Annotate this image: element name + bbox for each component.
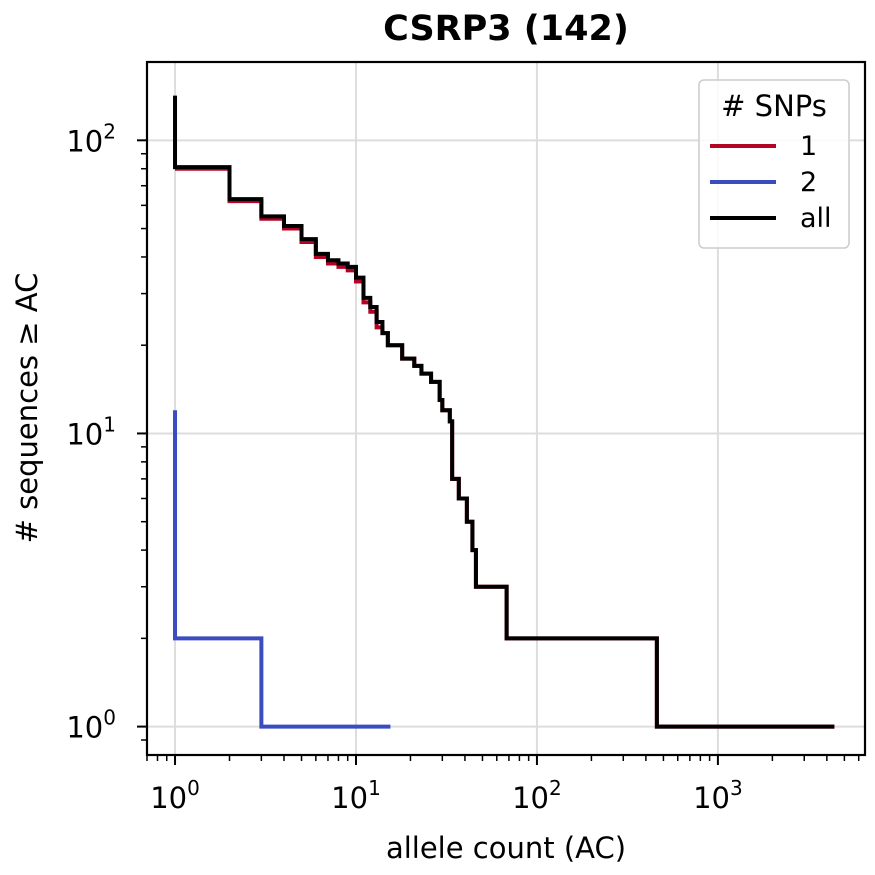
x-tick-label: 100 [150, 776, 200, 815]
legend-label-1: 1 [800, 131, 817, 162]
x-tick-label: 101 [331, 776, 381, 815]
y-tick-exponent: 1 [103, 412, 116, 436]
x-tick-base: 10 [150, 781, 187, 815]
chart-title: CSRP3 (142) [383, 9, 629, 49]
x-tick-exponent: 2 [549, 776, 562, 800]
x-tick-base: 10 [693, 781, 730, 815]
y-tick-exponent: 0 [103, 706, 116, 730]
legend-label-2: 2 [800, 167, 817, 198]
y-tick-label: 100 [66, 706, 116, 745]
y-tick-base: 10 [66, 417, 103, 451]
y-tick-base: 10 [66, 711, 103, 745]
x-tick-exponent: 0 [187, 776, 200, 800]
plot-frame [145, 60, 867, 757]
series-lines [173, 95, 835, 729]
legend-label-all: all [800, 203, 832, 234]
y-tick-exponent: 2 [103, 119, 116, 143]
y-tick-label: 101 [66, 412, 116, 451]
axis-ticks [137, 139, 860, 765]
legend-box [698, 79, 850, 249]
x-tick-label: 103 [693, 776, 743, 815]
y-tick-label: 102 [66, 119, 116, 158]
x-tick-base: 10 [331, 781, 368, 815]
x-tick-exponent: 3 [730, 776, 743, 800]
x-axis-label: allele count (AC) [386, 831, 626, 865]
legend: # SNPs 1 2 all [698, 79, 850, 249]
y-axis-label: # sequences ≥ AC [10, 273, 44, 544]
y-tick-base: 10 [66, 124, 103, 158]
series-all-line [173, 95, 835, 729]
legend-title: # SNPs [721, 89, 827, 123]
x-tick-exponent: 1 [368, 776, 381, 800]
series-2-line [173, 410, 391, 729]
x-tick-label: 102 [512, 776, 562, 815]
x-tick-base: 10 [512, 781, 549, 815]
